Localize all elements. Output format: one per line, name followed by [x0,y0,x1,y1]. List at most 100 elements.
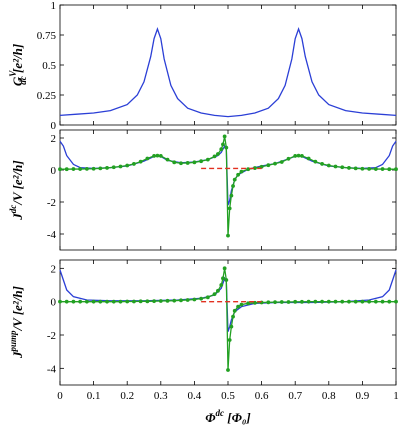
panel-dc-current-series-1-point [246,167,251,172]
panel-pump-current-series-1-point [205,295,210,300]
panel-pump-current-series-1-point [172,298,177,303]
panel-dc-current-series-1-point [360,166,365,171]
panel-dc-current-series-1-point [222,134,227,139]
panel-dc-current-series-1-point [185,161,190,165]
panel-pump-current-ylabel-unit: /V [e²/h] [10,286,25,331]
x-tick-label: 0.9 [356,390,370,402]
panel-dc-current-series-1-point [313,159,318,164]
panel-dc-current-series-1-point [145,156,150,161]
panel-pump-current-series-1-point [226,368,230,372]
panel-dc-current-ytick-label: -2 [47,197,56,209]
panel-dc-current-series-1-point [212,154,217,159]
panel-dc-current-series-1-point [367,166,372,171]
panel-dc-current-series-1-point [387,167,392,172]
panel-pump-current-series-1-point [111,299,116,304]
panel-pump-current-series-1-point [179,298,183,303]
panel-pump-current-series-1-point [219,283,224,287]
panel-dc-current-series-1-point [340,165,345,170]
panel-pump-current-ytick-label: 0 [51,297,57,309]
panel-dc-current-series-1-point [219,147,224,152]
panel-dc-current-series-1-point [266,163,271,168]
panel-dc-current-series-1-point [380,167,385,171]
panel-pump-current-series-1-point [152,299,156,304]
panel-dc-current-ylabel-sup: dc [8,205,18,214]
panel-dc-current-series-1-point [306,156,311,161]
panel-dc-current-series-1-point [192,160,197,165]
panel-dc-current-series-1-point [236,172,240,177]
panel-pump-current-series-1-point [236,304,240,309]
panel-pump-current-series-1-point [347,299,351,304]
panel-pump-current-series-1-point [373,299,378,304]
panel-pump-current-series-1-point [387,299,392,304]
panel-dc-current-ytick-label: 0 [51,165,57,177]
panel-dc-current-series-1-point [279,160,284,164]
panel-dc-current-series-1-point [64,167,69,172]
panel-pump-current-series-1-point [145,299,150,304]
panel-pump-current-series-1-point [273,300,277,305]
panel-pump-current-series-1-point [192,297,197,302]
panel-dc-current-series-1-point [78,167,83,171]
panel-pump-current-series-1-point [313,299,318,304]
panel-pump-current-series-1-point [353,299,358,304]
panel-pump-current-series-1-point [266,300,271,305]
panel-pump-current-series-1-point [91,299,96,304]
panel-conductance-ytick-label: 1 [51,0,57,12]
panel-dc-current-series-1-point [118,164,123,169]
panel-pump-current-series-1-point [125,299,130,304]
panel-conductance-series-0-line [59,27,397,118]
panel-pump-current-series-1-point [279,300,284,304]
panel-pump-current-series-1-point [64,299,69,304]
panel-pump-current-series-1-point [286,300,291,304]
panel-pump-current-series-1-point [300,299,304,304]
panel-pump-current-series-1-point [227,338,232,342]
panel-dc-current-series-1-point [373,167,378,171]
panel-conductance-ylabel-unit: [e²/h] [10,44,25,76]
panel-dc-current-series-1-point [221,142,225,147]
panel-dc-current-series-1-point [105,166,109,170]
panel-dc-current-ylabel-unit: /V [e²/h] [10,160,25,205]
panel-pump-current-series-1-point [212,292,217,297]
panel-dc-current-series-1-point [216,152,220,156]
panel-conductance: 0 0.25 0.5 0.75 1 GVdc [e²/h] [8,0,397,132]
panel-pump-current-series-1-point [185,298,190,302]
panel-pump-current-ylabel-sup: pump [8,330,18,353]
panel-dc-current-series-1-point [158,154,163,158]
panel-dc-current-series-1-point [300,154,304,158]
x-tick-label: 0.1 [87,390,101,402]
x-tick-label: 0 [57,390,63,402]
panel-conductance-ytick-label: 0 [51,120,57,132]
panel-conductance-ytick-label: 0.75 [37,30,57,42]
panel-dc-current-series-1-point [125,163,130,168]
panel-pump-current-series-1-point [71,299,76,304]
panel-pump-current-series-1-point [138,299,143,304]
panel-dc-current-series-1-point [296,153,301,158]
panel-pump-current-series-1-point [340,299,345,304]
x-axis-label-unit: [Φ₀] [224,410,251,425]
panel-dc-current-series-1-point [138,159,143,164]
panel-dc-current-series-1-point [232,177,237,182]
x-tick-label: 1 [393,390,399,402]
panel-dc-current-ylabel: Jdc/V [e²/h] [8,160,25,220]
x-tick-label: 0.5 [221,390,235,402]
panel-pump-current-series-1-point [216,288,220,293]
panel-dc-current-series-1-point [293,154,298,158]
panel-dc-current-series-1-point [227,206,232,211]
panel-dc-current-series-1-point [71,167,76,171]
panel-dc-current-series-1-point [286,156,291,161]
panel-dc-current-series-1-point [155,153,160,158]
panel-pump-current-ytick-label: 2 [51,263,57,275]
panel-conductance-ytick-label: 0.25 [37,90,57,102]
panel-dc-current-series-1-point [239,169,244,174]
panel-pump-current-series-1-point [394,299,398,304]
panel-pump-current-series-1-point [293,299,298,304]
panel-dc-current-series-1-point [326,163,331,168]
panel-dc-current-series-1-point [179,161,183,166]
panel-pump-current-ytick-label: -4 [47,363,57,375]
x-tick-label: 0.6 [255,390,269,402]
panel-pump-current-series-1-point [246,301,251,306]
panel-dc-current-ytick-label: -4 [47,229,57,241]
panel-dc-current-series-1-point [132,162,136,166]
x-tick-label: 0.4 [188,390,202,402]
panel-pump-current-series-1-point [306,299,311,304]
panel-conductance-frame [59,4,397,126]
